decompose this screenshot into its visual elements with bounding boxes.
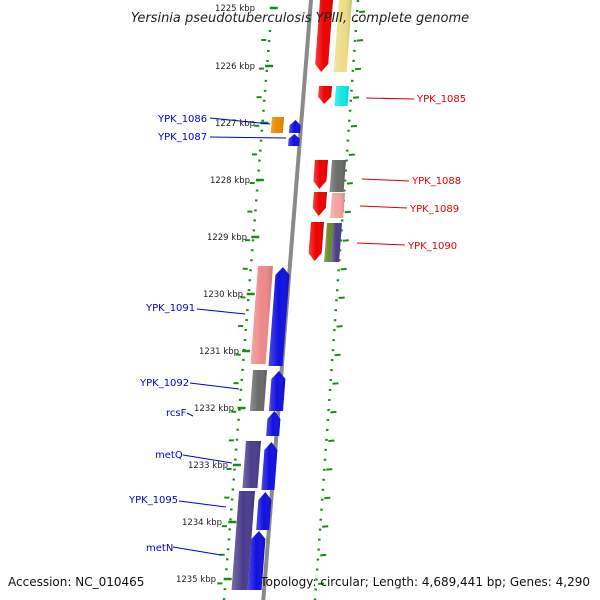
gene-label-ypk_1095: YPK_1095 xyxy=(128,495,178,506)
gene-label-ypk_1090: YPK_1090 xyxy=(407,241,457,252)
gene-blue-1095-shading xyxy=(256,492,272,530)
dotted-guide-lines xyxy=(217,0,366,600)
minor-tick xyxy=(346,182,353,185)
minor-tick xyxy=(357,39,364,42)
tick-label: 1230 kbp xyxy=(203,290,243,300)
gene-red-1088a-shading xyxy=(313,160,328,189)
gene-blue-1092-shading xyxy=(269,371,286,411)
label-leader-line xyxy=(186,412,194,417)
gene-blue-1087-shading xyxy=(288,134,300,146)
right-dotted-guide xyxy=(313,0,360,600)
tick-label: 1225 kbp xyxy=(215,4,255,14)
gene-red-top-shading xyxy=(315,0,333,72)
tick-label: 1226 kbp xyxy=(215,62,255,72)
gene-label-metn: metN xyxy=(146,543,173,554)
minor-tick xyxy=(330,410,337,414)
gene-orange-1086-shading xyxy=(270,117,284,133)
tick-label: 1231 kbp xyxy=(199,347,239,357)
tick-label: 1233 kbp xyxy=(188,461,228,471)
tick-label: 1234 kbp xyxy=(182,518,222,528)
gene-blue-metN-shading xyxy=(247,531,266,590)
gene-label-ypk_1091: YPK_1091 xyxy=(145,303,195,314)
tick-label: 1232 kbp xyxy=(194,404,234,414)
gene-khaki-top-shading xyxy=(333,0,352,72)
label-leader-line xyxy=(365,97,415,100)
minor-tick xyxy=(352,96,360,99)
minor-tick xyxy=(334,353,341,357)
gene-gray-1092-shading xyxy=(249,370,267,411)
label-leader-line xyxy=(182,454,233,464)
gene-blue-1091-shading xyxy=(268,267,290,366)
minor-tick xyxy=(326,468,333,471)
label-leader-line xyxy=(356,242,406,246)
minor-tick xyxy=(348,153,355,156)
minor-tick xyxy=(340,267,347,271)
label-leader-line xyxy=(209,117,271,125)
gene-red-1085-shading xyxy=(318,86,332,104)
gene-purple-metQ-shading xyxy=(242,441,261,488)
tick-label: 1228 kbp xyxy=(210,176,250,186)
gene-label-ypk_1089: YPK_1089 xyxy=(409,204,459,215)
label-leader-line xyxy=(189,382,240,390)
gene-red-1088b-shading xyxy=(312,192,327,216)
minor-tick xyxy=(320,553,327,557)
label-leader-line xyxy=(209,136,287,139)
gene-purple-1090-shading xyxy=(331,223,342,262)
gene-salmon-1091-shading xyxy=(250,266,273,364)
minor-tick xyxy=(350,124,358,128)
gene-label-ypk_1088: YPK_1088 xyxy=(411,176,461,187)
label-leader-line xyxy=(178,500,227,508)
gene-label-ypk_1092: YPK_1092 xyxy=(139,378,189,389)
label-leader-line xyxy=(359,205,408,209)
minor-tick xyxy=(332,382,339,385)
minor-tick xyxy=(342,239,349,242)
tick-label: 1235 kbp xyxy=(176,575,216,585)
gene-label-ypk_1085: YPK_1085 xyxy=(416,94,466,105)
gene-features xyxy=(231,0,352,590)
minor-tick xyxy=(338,296,345,299)
gene-olive-1090-shading xyxy=(324,223,334,262)
minor-tick xyxy=(354,67,362,71)
topology-text: Topology: circular; Length: 4,689,441 bp… xyxy=(259,575,590,589)
minor-tick xyxy=(359,10,366,13)
gene-label-metq: metQ xyxy=(155,450,183,461)
gene-blue-metQ-shading xyxy=(261,442,278,490)
label-leader-line xyxy=(172,546,222,556)
gene-salmon-1089-shading xyxy=(330,193,345,218)
gene-gray-1088-shading xyxy=(329,160,346,192)
gene-labels: YPK_1085 YPK_1088 YPK_1089 YPK_1090 YPK_1086… xyxy=(128,94,466,556)
gene-purple-1095-shading xyxy=(231,491,255,590)
gene-label-ypk_1086: YPK_1086 xyxy=(157,114,207,125)
minor-tick xyxy=(336,325,343,328)
gene-blue-1086-shading xyxy=(289,120,301,133)
minor-tick xyxy=(344,210,351,214)
minor-tick xyxy=(328,439,335,442)
minor-tick xyxy=(318,582,325,585)
gene-label-ypk_1087: YPK_1087 xyxy=(157,132,207,143)
tick-label: 1227 kbp xyxy=(215,119,255,129)
gene-cyan-1085-shading xyxy=(334,86,349,106)
accession-text: Accession: NC_010465 xyxy=(8,575,144,589)
gene-red-1090-shading xyxy=(308,222,324,261)
scale-ticks: 1225 kbp 1226 kbp 1227 kbp 1228 kbp 1229 kbp… xyxy=(176,4,278,585)
minor-tick xyxy=(324,496,331,500)
gene-blue-rcsF-shading xyxy=(266,411,281,436)
label-leader-line xyxy=(196,308,246,315)
minor-tick xyxy=(322,525,329,528)
label-leader-line xyxy=(361,178,410,182)
map-title: Yersinia pseudotuberculosis YPIII, compl… xyxy=(131,11,469,26)
gene-label-rcsf: rcsF xyxy=(166,408,187,419)
tick-label: 1229 kbp xyxy=(207,233,247,243)
